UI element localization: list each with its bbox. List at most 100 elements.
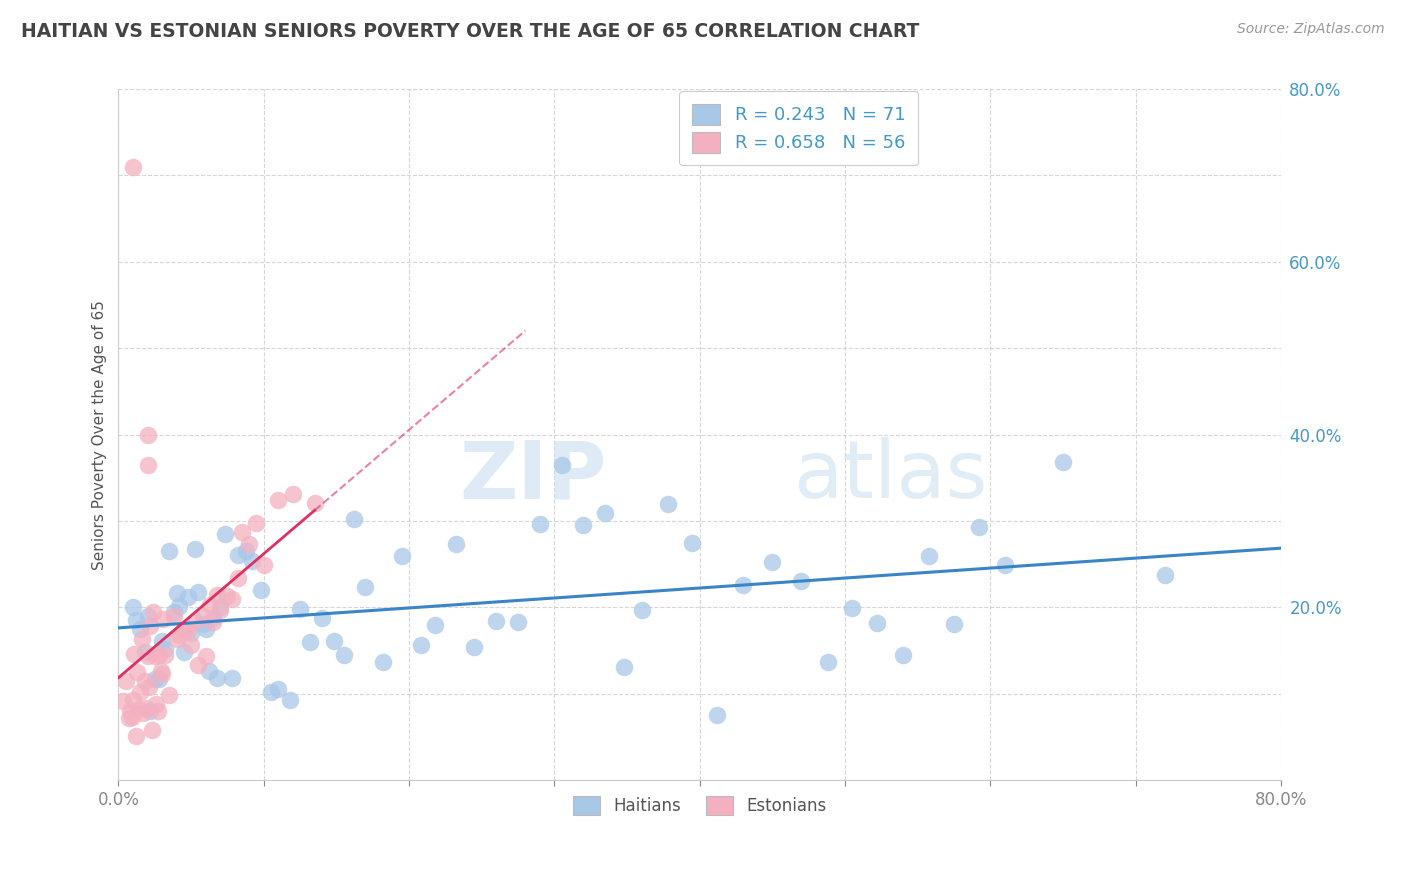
Text: atlas: atlas — [793, 437, 987, 515]
Point — [145, 697, 167, 711]
Point — [299, 635, 322, 649]
Text: HAITIAN VS ESTONIAN SENIORS POVERTY OVER THE AGE OF 65 CORRELATION CHART: HAITIAN VS ESTONIAN SENIORS POVERTY OVER… — [21, 22, 920, 41]
Point — [245, 516, 267, 531]
Point — [149, 664, 172, 678]
Point — [135, 700, 157, 714]
Point — [122, 160, 145, 174]
Point — [506, 615, 529, 630]
Point — [217, 589, 239, 603]
Point — [332, 648, 354, 662]
Point — [111, 694, 134, 708]
Point — [184, 614, 207, 628]
Text: Source: ZipAtlas.com: Source: ZipAtlas.com — [1237, 22, 1385, 37]
Point — [166, 586, 188, 600]
Point — [240, 553, 263, 567]
Point — [278, 693, 301, 707]
Point — [121, 710, 143, 724]
Point — [197, 664, 219, 678]
Point — [194, 648, 217, 663]
Point — [129, 622, 152, 636]
Point — [173, 645, 195, 659]
Point — [572, 518, 595, 533]
Point — [529, 517, 551, 532]
Point — [733, 578, 755, 592]
Point — [120, 704, 142, 718]
Y-axis label: Seniors Poverty Over the Age of 65: Seniors Poverty Over the Age of 65 — [93, 300, 107, 569]
Point — [1052, 455, 1074, 469]
Point — [166, 632, 188, 646]
Point — [143, 672, 166, 686]
Point — [142, 605, 165, 619]
Point — [221, 672, 243, 686]
Point — [311, 611, 333, 625]
Point — [817, 655, 839, 669]
Point — [184, 541, 207, 556]
Point — [613, 660, 636, 674]
Point — [127, 665, 149, 679]
Point — [143, 649, 166, 664]
Point — [150, 634, 173, 648]
Point — [141, 723, 163, 738]
Point — [943, 616, 966, 631]
Point — [841, 601, 863, 615]
Point — [139, 704, 162, 718]
Point — [681, 535, 703, 549]
Point — [250, 583, 273, 598]
Point — [209, 603, 232, 617]
Legend: Haitians, Estonians: Haitians, Estonians — [565, 788, 835, 824]
Point — [485, 614, 508, 628]
Point — [150, 667, 173, 681]
Point — [163, 605, 186, 619]
Point — [593, 506, 616, 520]
Point — [136, 458, 159, 472]
Point — [114, 673, 136, 688]
Point — [169, 628, 191, 642]
Point — [214, 527, 236, 541]
Point — [153, 648, 176, 662]
Point — [201, 611, 224, 625]
Point — [139, 619, 162, 633]
Point — [425, 618, 447, 632]
Point — [125, 729, 148, 743]
Point — [122, 600, 145, 615]
Point — [209, 600, 232, 615]
Point — [207, 588, 229, 602]
Point — [994, 558, 1017, 572]
Point — [253, 558, 276, 572]
Point — [138, 680, 160, 694]
Point — [657, 497, 679, 511]
Point — [198, 598, 221, 612]
Point — [304, 496, 326, 510]
Point — [260, 685, 283, 699]
Point — [117, 711, 139, 725]
Point — [391, 549, 413, 563]
Point — [550, 458, 572, 472]
Point — [891, 648, 914, 662]
Point — [235, 544, 257, 558]
Point — [134, 644, 156, 658]
Point — [322, 633, 344, 648]
Point — [146, 704, 169, 718]
Point — [231, 524, 253, 539]
Point — [191, 616, 214, 631]
Point — [169, 599, 191, 614]
Point — [148, 648, 170, 662]
Point — [122, 693, 145, 707]
Point — [131, 632, 153, 646]
Point — [157, 688, 180, 702]
Point — [134, 673, 156, 688]
Point — [918, 549, 941, 563]
Point — [136, 427, 159, 442]
Point — [153, 642, 176, 657]
Point — [238, 536, 260, 550]
Point — [124, 647, 146, 661]
Point — [132, 706, 155, 720]
Point — [226, 548, 249, 562]
Point — [288, 601, 311, 615]
Point — [207, 671, 229, 685]
Point — [180, 626, 202, 640]
Point — [409, 638, 432, 652]
Point — [125, 614, 148, 628]
Point — [152, 612, 174, 626]
Point — [163, 608, 186, 623]
